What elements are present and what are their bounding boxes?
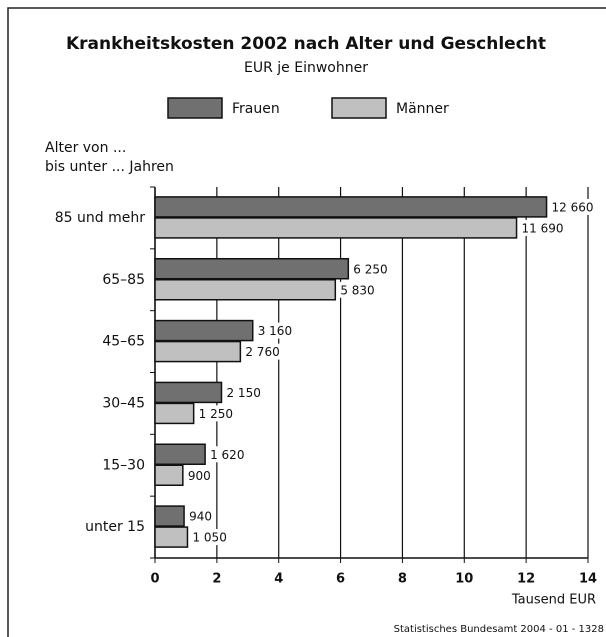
value-label: 11 690 <box>522 221 564 235</box>
value-label: 940 <box>189 510 212 524</box>
value-label: 900 <box>188 469 211 483</box>
value-label: 6 250 <box>353 262 387 276</box>
bar <box>154 402 195 425</box>
bar <box>154 526 189 548</box>
value-label: 5 830 <box>340 283 374 297</box>
value-label-bg <box>190 529 229 546</box>
frame <box>7 7 606 637</box>
x-axis-label: Tausend EUR <box>511 593 596 608</box>
source: Statistisches Bundesamt 2004 - 01 - 1328 <box>394 624 604 635</box>
bar <box>154 443 206 465</box>
value-label: 2 150 <box>226 386 260 400</box>
legend-label: Frauen <box>232 101 280 117</box>
y-tick-label: 65–85 <box>102 272 145 288</box>
value-label-bg <box>208 446 247 463</box>
value-label: 1 050 <box>192 531 226 545</box>
value-label-bg <box>255 322 295 339</box>
value-label: 12 660 <box>552 200 594 214</box>
y-axis-label: bis unter ... Jahren <box>45 159 174 175</box>
x-tick-label: 8 <box>398 572 407 587</box>
value-label-bg <box>549 198 596 215</box>
y-tick-label: 85 und mehr <box>55 210 145 226</box>
bar <box>154 196 548 218</box>
bar <box>154 258 350 280</box>
x-tick-label: 2 <box>212 572 221 587</box>
x-tick-label: 4 <box>274 572 283 587</box>
value-label: 1 250 <box>199 407 233 421</box>
x-tick-label: 12 <box>517 572 535 587</box>
value-label-bg <box>224 384 263 401</box>
value-label-bg <box>338 281 377 298</box>
x-tick-label: 0 <box>150 572 159 587</box>
y-tick-label: unter 15 <box>85 519 145 535</box>
x-tick-label: 14 <box>579 572 597 587</box>
y-tick-label: 45–65 <box>102 334 145 350</box>
value-label-bg <box>196 405 236 422</box>
bar <box>154 505 185 527</box>
y-tick-label: 15–30 <box>102 457 145 473</box>
value-label: 2 760 <box>245 345 279 359</box>
value-label-bg <box>185 467 213 484</box>
y-tick-label: 30–45 <box>102 395 145 411</box>
bar <box>154 381 223 404</box>
bar <box>154 464 184 486</box>
x-tick-label: 10 <box>455 572 473 587</box>
legend-label: Männer <box>396 101 449 117</box>
legend-swatch <box>167 97 223 119</box>
bar <box>154 279 337 301</box>
x-tick-label: 6 <box>336 572 345 587</box>
value-label-bg <box>243 343 282 360</box>
value-label-bg <box>351 260 390 277</box>
y-axis-label: Alter von ... <box>45 140 126 156</box>
value-label-bg <box>187 508 214 525</box>
value-label-bg <box>519 219 566 236</box>
bar <box>154 217 518 239</box>
value-label: 3 160 <box>258 324 292 338</box>
bar <box>154 340 242 363</box>
bar <box>154 319 254 342</box>
chart-subtitle: EUR je Einwohner <box>244 60 368 76</box>
value-label: 1 620 <box>210 448 244 462</box>
legend-swatch <box>331 97 387 119</box>
chart-title: Krankheitskosten 2002 nach Alter und Ges… <box>66 34 546 54</box>
